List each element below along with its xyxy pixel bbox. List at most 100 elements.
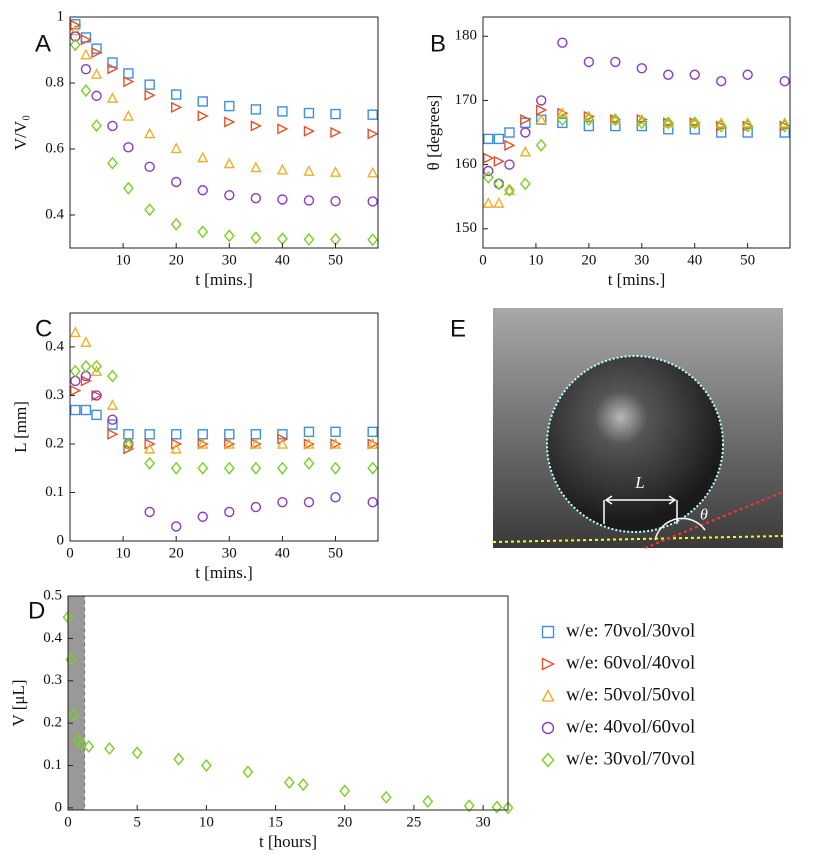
marker <box>541 625 555 639</box>
marker <box>535 138 547 152</box>
marker <box>171 101 183 114</box>
marker <box>483 152 495 164</box>
angle-label: θ <box>700 507 708 524</box>
y-tick-label: 150 <box>455 220 478 236</box>
marker <box>483 165 494 177</box>
marker <box>779 75 790 87</box>
marker <box>367 438 379 450</box>
marker <box>224 506 235 518</box>
marker <box>367 426 378 438</box>
marker <box>541 657 556 671</box>
x-tick-label: 10 <box>116 252 131 268</box>
marker <box>303 195 315 206</box>
marker <box>276 163 289 175</box>
marker <box>277 232 288 246</box>
axes-frame <box>67 595 509 811</box>
y-tick-label: 1 <box>57 8 65 24</box>
marker <box>80 34 92 46</box>
marker <box>107 63 119 75</box>
marker <box>536 95 547 106</box>
x-tick-label: 0 <box>64 814 72 830</box>
marker <box>173 752 185 766</box>
y-tick-label: 0.4 <box>45 338 64 354</box>
marker <box>504 127 515 138</box>
marker <box>250 161 262 173</box>
marker <box>303 496 315 508</box>
marker <box>504 183 515 197</box>
x-tick-label: 15 <box>268 814 283 830</box>
x-tick-label: 30 <box>222 252 237 268</box>
marker <box>197 151 209 163</box>
chart-panel: 0 10 20 30 40 50 0 0.1 0.2 0.3 0.4 t [mins.] L [mm] C <box>11 312 379 582</box>
y-tick-label: 170 <box>455 92 478 108</box>
x-tick-label: 25 <box>406 814 421 830</box>
marker <box>83 739 95 753</box>
marker <box>557 117 568 129</box>
marker <box>70 31 81 42</box>
marker <box>69 24 81 36</box>
y-tick-label: 0.1 <box>45 484 64 500</box>
x-axis-label: t [mins.] <box>195 270 253 289</box>
marker <box>223 157 235 169</box>
marker <box>329 166 342 177</box>
marker <box>170 217 182 231</box>
marker <box>70 384 82 397</box>
marker <box>583 56 595 68</box>
marker <box>636 116 648 130</box>
x-tick-label: 50 <box>328 252 343 268</box>
marker <box>223 461 235 475</box>
marker <box>483 133 494 145</box>
x-tick-label: 0 <box>479 252 487 268</box>
marker <box>107 120 118 132</box>
marker <box>197 96 208 107</box>
axes-frame <box>482 16 791 249</box>
marker <box>303 456 315 470</box>
marker <box>583 113 595 127</box>
marker <box>535 113 547 125</box>
y-tick-label: 0.8 <box>45 74 64 90</box>
marker <box>330 126 342 139</box>
marker <box>277 461 288 475</box>
y-tick-label: 180 <box>455 28 478 44</box>
marker <box>330 195 341 207</box>
marker <box>197 429 208 440</box>
marker <box>90 68 103 79</box>
marker <box>482 170 494 184</box>
marker <box>330 426 341 438</box>
marker <box>493 197 505 208</box>
x-tick-label: 20 <box>169 545 184 561</box>
arrow-heads <box>604 495 677 505</box>
marker <box>171 438 183 450</box>
marker <box>143 127 156 139</box>
marker <box>502 801 514 815</box>
marker <box>144 203 156 217</box>
marker <box>283 775 295 789</box>
marker <box>144 79 155 90</box>
photo: L θ E <box>450 308 784 549</box>
x-tick-label: 50 <box>328 545 343 561</box>
marker <box>106 92 119 103</box>
marker <box>104 742 115 756</box>
marker <box>224 438 236 450</box>
marker <box>80 336 92 347</box>
marker <box>367 128 379 140</box>
marker <box>541 752 555 768</box>
marker <box>277 194 288 205</box>
marker <box>277 496 288 508</box>
y-axis-label: θ [degrees] <box>424 95 443 171</box>
marker <box>171 89 182 100</box>
marker <box>663 69 674 80</box>
marker <box>131 746 143 760</box>
marker <box>367 233 379 247</box>
x-tick-label: 10 <box>528 252 543 268</box>
y-tick-label: 0.6 <box>45 140 64 156</box>
marker <box>303 125 316 137</box>
marker <box>715 75 727 87</box>
panel-label: E <box>450 315 466 342</box>
marker <box>250 120 262 132</box>
marker <box>250 438 262 450</box>
marker <box>197 225 209 239</box>
marker <box>107 369 118 383</box>
chart-panel: 10 20 30 40 50 0.4 0.6 0.8 1 t [mins.] V/V₀ A <box>11 8 379 289</box>
